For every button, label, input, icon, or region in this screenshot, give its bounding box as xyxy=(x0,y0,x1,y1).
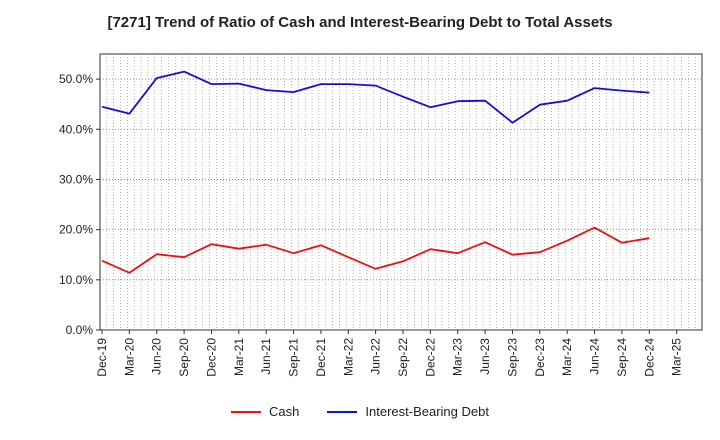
x-tick-label: Jun-22 xyxy=(369,338,383,375)
series-line-interest-bearing-debt xyxy=(101,70,650,124)
series-line-cash xyxy=(101,226,650,274)
x-tick-label: Mar-23 xyxy=(451,338,465,376)
chart-legend: Cash Interest-Bearing Debt xyxy=(0,404,720,419)
legend-label: Cash xyxy=(269,404,300,419)
y-tick-label: 40.0% xyxy=(59,122,93,136)
chart-title: [7271] Trend of Ratio of Cash and Intere… xyxy=(107,14,613,31)
x-tick-label: Dec-23 xyxy=(533,338,547,377)
x-tick-label: Sep-23 xyxy=(505,338,519,377)
x-tick-label: Sep-21 xyxy=(287,338,301,377)
x-tick-label: Jun-23 xyxy=(478,338,492,375)
y-tick-label: 20.0% xyxy=(59,223,93,237)
x-tick-label: Mar-21 xyxy=(232,338,246,376)
x-tick-label: Sep-24 xyxy=(615,338,629,377)
x-tick-label: Sep-20 xyxy=(177,338,191,377)
y-tick-label: 10.0% xyxy=(59,273,93,287)
legend-item-cash: Cash xyxy=(231,404,299,419)
y-tick-label: 30.0% xyxy=(59,172,93,186)
x-tick-label: Mar-24 xyxy=(560,338,574,376)
x-tick-label: Mar-25 xyxy=(670,338,684,376)
legend-item-interest-bearing-debt: Interest-Bearing Debt xyxy=(327,404,489,419)
x-tick-label: Dec-21 xyxy=(314,338,328,377)
x-tick-label: Dec-19 xyxy=(95,338,109,377)
y-tick-label: 0.0% xyxy=(66,323,94,337)
x-tick-label: Jun-21 xyxy=(259,338,273,375)
x-tick-label: Jun-20 xyxy=(150,338,164,375)
x-tick-label: Mar-22 xyxy=(341,338,355,376)
x-tick-label: Mar-20 xyxy=(122,338,136,376)
x-tick-label: Dec-22 xyxy=(423,338,437,377)
x-tick-label: Dec-20 xyxy=(204,338,218,377)
y-tick-label: 50.0% xyxy=(59,72,93,86)
legend-swatch xyxy=(231,410,262,413)
legend-label: Interest-Bearing Debt xyxy=(365,404,489,419)
x-tick-label: Jun-24 xyxy=(588,338,602,375)
legend-swatch xyxy=(327,410,358,413)
x-tick-label: Sep-22 xyxy=(396,338,410,377)
x-tick-label: Dec-24 xyxy=(642,338,656,377)
